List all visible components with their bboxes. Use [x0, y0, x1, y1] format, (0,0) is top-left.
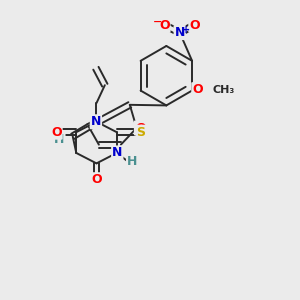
Text: O: O	[51, 126, 62, 139]
Text: N: N	[91, 115, 101, 128]
Text: H: H	[127, 155, 137, 168]
Text: H: H	[54, 133, 64, 146]
Text: O: O	[91, 173, 102, 186]
Text: O: O	[189, 19, 200, 32]
Text: O: O	[135, 122, 146, 134]
Text: O: O	[159, 19, 169, 32]
Text: S: S	[136, 126, 146, 139]
Text: N: N	[175, 26, 185, 39]
Text: CH₃: CH₃	[212, 85, 235, 95]
Text: +: +	[182, 25, 190, 35]
Text: N: N	[112, 146, 122, 160]
Text: −: −	[153, 17, 162, 27]
Text: O: O	[192, 83, 203, 96]
